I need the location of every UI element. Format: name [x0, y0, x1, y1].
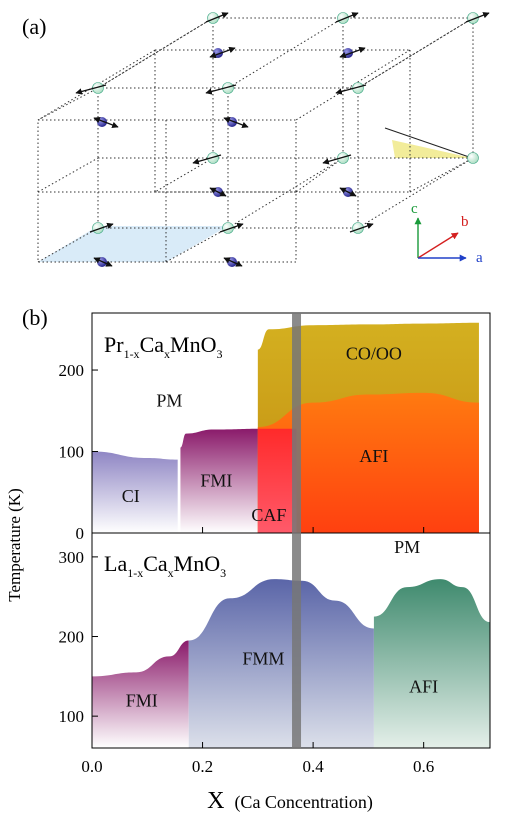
x-axis-label: X (Ca Concentration) [207, 788, 373, 814]
phase-label-afi: AFI [409, 676, 438, 696]
axis-c-label: c [411, 201, 418, 217]
phase-region-caf [257, 428, 297, 533]
phase-label-caf: CAF [251, 505, 286, 525]
phase-label-pm: PM [394, 537, 420, 557]
tilt-angle-wedge [392, 140, 472, 158]
phase-region-afi [373, 579, 490, 748]
axis-b-arrow [417, 232, 459, 259]
phase-label-afi: AFI [359, 446, 388, 466]
x-axis-label-main: X [207, 788, 224, 814]
axis-a-label: a [476, 250, 483, 266]
phase-label-ci: CI [122, 486, 140, 506]
phase-region-fmi [180, 428, 264, 533]
mn-atom [337, 152, 349, 164]
phase-label-fmi: FMI [126, 691, 158, 711]
phase-region-afi [257, 392, 479, 533]
panel-a-label: (a) [22, 14, 46, 39]
base-plane [38, 226, 228, 262]
y-tick-label: 0 [76, 524, 85, 543]
x-tick-label: 0.4 [302, 757, 324, 776]
y-tick-label: 100 [59, 707, 85, 726]
mn-atom [207, 152, 219, 164]
axis-b-label: b [461, 214, 469, 230]
chart-title: Pr1-xCaxMnO3 [104, 332, 222, 361]
lattice-grid [37, 17, 474, 263]
panel-a: (a) [22, 12, 490, 267]
chart-title: La1-xCaxMnO3 [104, 551, 226, 580]
phase-region-fmm [188, 579, 374, 748]
phase-label-co-oo: CO/OO [346, 343, 402, 363]
panel-b-label: (b) [22, 305, 48, 330]
mn-atoms [92, 12, 479, 234]
y-tick-label: 200 [59, 361, 85, 380]
y-axis-label: Temperature (K) [5, 488, 24, 602]
crystal-axes: c b a [411, 201, 483, 266]
tilt-reference-line [384, 127, 473, 159]
mn-atom [467, 152, 479, 164]
x-tick-label: 0.6 [413, 757, 434, 776]
phase-label-fmm: FMM [242, 648, 284, 668]
x-axis-label-rest: (Ca Concentration) [234, 792, 372, 813]
y-tick-label: 100 [59, 443, 85, 462]
chart-la-ca-mno3: 100 200 300 0.0 0.2 0.4 0.6 PM FMI FMM AFI La1-xC… [59, 532, 491, 776]
phase-region-ci [92, 451, 178, 533]
phase-label-fmi: FMI [200, 471, 232, 491]
y-tick-label: 300 [59, 548, 85, 567]
x-tick-label: 0.2 [192, 757, 213, 776]
phase-label-pm: PM [156, 391, 182, 411]
panel-b: (b) Temperature (K) X (Ca Concentration)… [5, 305, 491, 814]
chart-pr-ca-mno3: 0 100 200 PM CI FMI CAF AFI CO/OO Pr1-xCaxMnO3 [59, 312, 491, 543]
spin-arrows [75, 12, 490, 267]
y-tick-label: 200 [59, 628, 85, 647]
phase-region-fmi [92, 640, 189, 748]
plot-frame [91, 532, 491, 749]
x-tick-label: 0.0 [81, 757, 102, 776]
x-highlight-band [292, 313, 302, 748]
